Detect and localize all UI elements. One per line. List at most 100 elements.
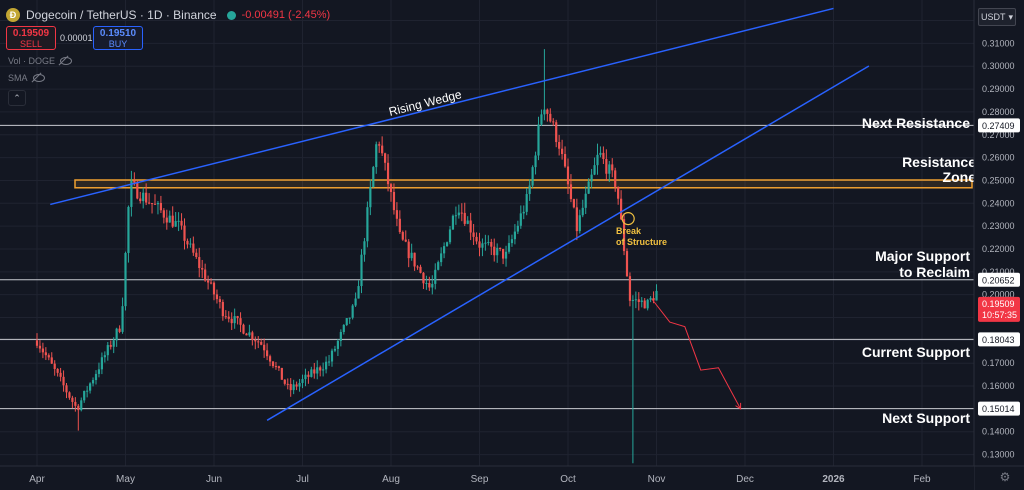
candle-body [248,332,251,336]
candle-body [384,153,387,163]
candle-body [322,369,325,371]
time-tick-label: Oct [560,474,576,485]
price-tick-label: 0.22000 [982,244,1015,254]
candle-body [268,356,272,362]
candle-body [257,341,260,343]
candle-body [289,384,292,391]
candle-body [369,187,372,208]
candle-body [416,266,419,268]
live-dot-icon [226,10,236,20]
price-change: -0.00491 (-2.45%) [241,9,331,21]
level-price-text: 0.15014 [982,404,1015,414]
price-axis: 0.320000.310000.300000.290000.280000.270… [973,0,1024,490]
candle-body [77,405,80,411]
candle-body [625,251,629,277]
candle-body [516,225,519,232]
candle-body [431,283,434,288]
time-axis: Apr May Jun Jul Aug Sep Oct Nov Dec 2026 Feb [0,465,1024,490]
level-price-text: 0.20652 [982,275,1015,285]
currency-selector[interactable]: USDT ▾ [978,8,1016,26]
spread-value: 0.00001 [60,33,93,43]
candle-body [127,206,130,253]
candle-body [487,241,490,243]
chart-header: Ð Dogecoin / TetherUS · 1D · Binance -0.… [6,6,330,24]
candle-body [643,300,646,309]
candle-body [590,174,593,182]
symbol-title[interactable]: Dogecoin / TetherUS · 1D · Binance [26,8,217,22]
sma-indicator[interactable]: SMA [8,73,45,83]
candle-body [481,243,484,248]
candle-body [130,180,133,207]
price-tick-label: 0.31000 [982,38,1015,48]
candle-body [360,254,363,287]
candle-body [304,374,307,380]
candle-body [637,299,640,302]
price-tick-label: 0.14000 [982,427,1015,437]
candle-body [313,369,316,374]
time-tick-label: Dec [736,474,754,485]
candle-body [561,148,564,155]
candle-body [463,212,466,224]
candle-body [38,345,42,349]
candle-body [221,302,224,317]
candle-body [56,368,59,373]
candle-body [469,220,472,233]
settings-icon[interactable]: ⚙ [999,470,1011,484]
candle-body [457,212,460,216]
candle-body [186,240,189,245]
candle-body [640,300,643,302]
candle-body [499,247,502,249]
sell-label: SELL [19,38,43,49]
candle-body [230,318,233,324]
candle-body [177,220,180,222]
candle-body [389,184,393,192]
eye-icon[interactable] [32,74,45,82]
candle-body [496,247,499,256]
candle-body [537,124,540,156]
level-price-tag [978,332,1020,347]
wedge-lower-line [266,65,870,421]
buy-button[interactable]: 0.19510 BUY [93,26,143,50]
candles-layer [35,49,658,464]
candle-body [620,198,623,220]
candle-body [333,348,337,351]
last-price-text: 0.19509 [982,299,1015,309]
candle-body [381,145,384,154]
resistance-zone-layer [74,179,973,189]
candle-body [339,332,342,341]
sell-price: 0.19509 [12,27,50,39]
candle-body [218,299,221,303]
candle-body [65,385,68,393]
candle-body [310,369,313,377]
eye-icon[interactable] [60,57,73,65]
candle-body [307,374,310,377]
price-tick-label: 0.27000 [982,130,1015,140]
candle-body [168,215,171,223]
candle-body [634,299,637,301]
candle-body [47,355,50,358]
candle-body [466,220,469,224]
buy-label: BUY [108,38,128,49]
volume-indicator-label: Vol · DOGE [8,56,56,66]
candle-body [652,298,655,301]
candle-body [301,379,304,383]
candle-body [245,333,248,336]
candle-body [53,363,56,369]
candle-body [133,180,136,183]
sell-button[interactable]: 0.19509 SELL [6,26,56,50]
candle-body [490,241,493,247]
last-price-tag [978,296,1020,322]
collapse-legend-button[interactable]: ⌃ [8,90,26,106]
candle-body [336,340,339,349]
candle-body [401,232,404,240]
volume-indicator[interactable]: Vol · DOGE [8,56,73,66]
candle-body [425,282,428,284]
buy-price: 0.19510 [99,27,137,39]
candle-body [611,164,614,171]
candle-body [596,154,599,166]
candle-body [106,345,109,356]
candle-body [345,318,348,325]
sma-indicator-label: SMA [8,73,28,83]
candle-body [207,280,210,283]
